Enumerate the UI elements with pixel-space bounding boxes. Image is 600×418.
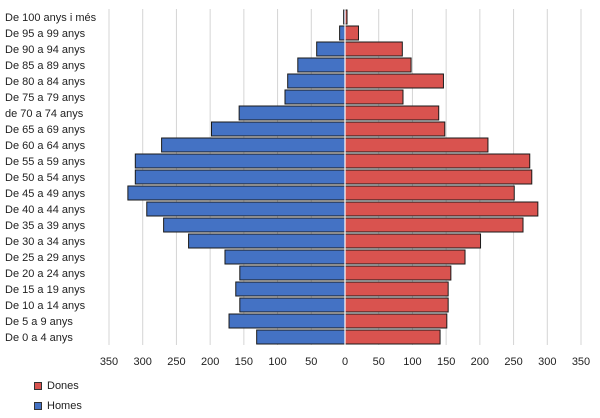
x-tick-label: 200 <box>471 356 489 368</box>
bar-homes-17 <box>235 281 346 297</box>
bar-dones-15 <box>344 249 466 265</box>
bar-dones-19 <box>344 313 448 329</box>
legend-swatch-homes <box>34 402 42 410</box>
category-label: De 30 a 34 anys <box>5 236 86 248</box>
category-label: De 85 a 89 anys <box>5 60 86 72</box>
legend-label-dones: Dones <box>47 380 79 392</box>
x-tick-label: 250 <box>504 356 522 368</box>
x-tick-label: 200 <box>201 356 219 368</box>
x-tick-label: 100 <box>403 356 421 368</box>
category-label: De 60 a 64 anys <box>5 140 86 152</box>
bar-dones-12 <box>344 201 539 217</box>
category-label: De 5 a 9 anys <box>5 316 73 328</box>
bar-homes-18 <box>239 297 346 313</box>
bar-dones-8 <box>344 137 489 153</box>
bar-dones-18 <box>344 297 449 313</box>
bar-dones-16 <box>344 265 452 281</box>
category-label: De 35 a 39 anys <box>5 220 86 232</box>
x-tick-label: 100 <box>268 356 286 368</box>
category-label: De 15 a 19 anys <box>5 284 86 296</box>
bar-homes-14 <box>188 233 346 249</box>
category-label: De 55 a 59 anys <box>5 156 86 168</box>
category-label: De 0 a 4 anys <box>5 332 73 344</box>
category-label: De 65 a 69 anys <box>5 124 86 136</box>
legend-label-homes: Homes <box>47 400 82 412</box>
bar-dones-7 <box>344 121 446 137</box>
bar-homes-6 <box>238 105 346 121</box>
bar-homes-10 <box>134 169 346 185</box>
legend-swatch-dones <box>34 382 42 390</box>
bar-homes-3 <box>297 57 346 73</box>
category-label: De 20 a 24 anys <box>5 268 86 280</box>
bar-dones-14 <box>344 233 482 249</box>
x-tick-label: 0 <box>342 356 348 368</box>
bar-homes-15 <box>224 249 346 265</box>
bar-dones-20 <box>344 329 441 345</box>
category-label: De 90 a 94 anys <box>5 44 86 56</box>
bar-dones-13 <box>344 217 524 233</box>
bar-homes-12 <box>146 201 346 217</box>
bar-homes-5 <box>284 89 346 105</box>
category-label: De 75 a 79 anys <box>5 92 86 104</box>
bar-dones-10 <box>344 169 533 185</box>
category-label: De 10 a 14 anys <box>5 300 86 312</box>
bar-dones-6 <box>344 105 440 121</box>
legend-item-homes: Homes <box>34 400 82 412</box>
bar-homes-16 <box>239 265 346 281</box>
category-label: De 40 a 44 anys <box>5 204 86 216</box>
category-label: De 50 a 54 anys <box>5 172 86 184</box>
x-tick-label: 150 <box>437 356 455 368</box>
bar-homes-9 <box>134 153 346 169</box>
x-tick-label: 50 <box>305 356 317 368</box>
x-tick-label: 350 <box>100 356 118 368</box>
bar-dones-3 <box>344 57 412 73</box>
bar-homes-20 <box>256 329 346 345</box>
bar-homes-13 <box>163 217 346 233</box>
bar-homes-4 <box>287 73 346 89</box>
bar-homes-7 <box>210 121 346 137</box>
category-label: De 80 a 84 anys <box>5 76 86 88</box>
x-tick-label: 150 <box>235 356 253 368</box>
legend-item-dones: Dones <box>34 380 79 392</box>
bar-dones-5 <box>344 89 404 105</box>
x-tick-label: 350 <box>572 356 590 368</box>
category-label: De 45 a 49 anys <box>5 188 86 200</box>
bar-homes-19 <box>228 313 346 329</box>
bar-dones-4 <box>344 73 444 89</box>
bar-dones-9 <box>344 153 531 169</box>
bar-homes-8 <box>161 137 346 153</box>
x-tick-label: 50 <box>373 356 385 368</box>
category-label: De 25 a 29 anys <box>5 252 86 264</box>
bar-homes-2 <box>316 41 346 57</box>
bar-dones-17 <box>344 281 449 297</box>
bar-homes-11 <box>127 185 346 201</box>
bar-dones-11 <box>344 185 515 201</box>
category-label: De 95 a 99 anys <box>5 28 86 40</box>
x-tick-label: 300 <box>134 356 152 368</box>
bar-homes-1 <box>339 25 346 41</box>
x-tick-label: 300 <box>538 356 556 368</box>
category-label: de 70 a 74 anys <box>5 108 84 120</box>
category-label: De 100 anys i més <box>5 12 97 24</box>
x-tick-label: 250 <box>167 356 185 368</box>
bar-dones-2 <box>344 41 403 57</box>
bar-dones-1 <box>344 25 359 41</box>
